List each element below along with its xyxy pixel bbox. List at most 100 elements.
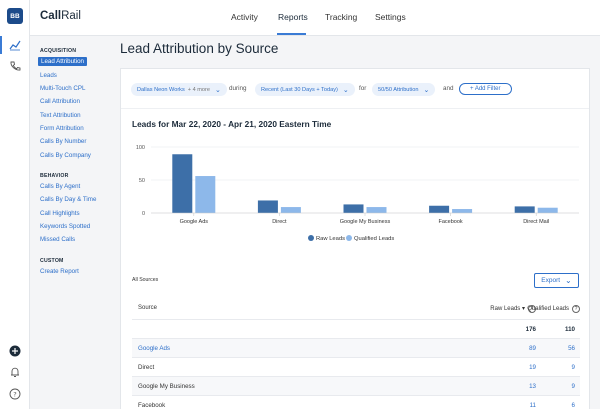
sidebar-item-create-report[interactable]: Create Report [40, 268, 79, 275]
phone-track-icon[interactable] [9, 60, 21, 72]
qualified-leads-link[interactable]: 9 [571, 383, 575, 390]
sidebar-item-multi-touch-cpl[interactable]: Multi-Touch CPL [40, 85, 86, 92]
filter-bar: Dallas Neon Works + 4 more ⌄ during Rece… [121, 69, 589, 109]
x-tick-label: Google My Business [340, 219, 391, 225]
legend-label: Raw Leads [316, 236, 345, 242]
qualified-leads-link[interactable]: 9 [571, 364, 575, 371]
sidebar-item-lead-attribution[interactable]: Lead Attribution [38, 57, 88, 66]
help-icon[interactable]: ? [572, 305, 580, 313]
export-label: Export [541, 277, 561, 284]
sidebar-item-call-highlights[interactable]: Call Highlights [40, 210, 80, 217]
chart-title: Leads for Mar 22, 2020 - Apr 21, 2020 Ea… [132, 119, 332, 129]
y-tick-label: 100 [136, 145, 145, 151]
x-tick-label: Direct Mail [523, 219, 549, 225]
source-link[interactable]: Google Ads [138, 345, 170, 352]
rail-active-indicator [0, 36, 2, 54]
nav-settings[interactable]: Settings [375, 12, 406, 22]
bar-raw-leads [514, 206, 535, 213]
sidebar-item-form-attribution[interactable]: Form Attribution [40, 125, 84, 132]
nav-tracking[interactable]: Tracking [325, 12, 358, 22]
table-row: Google My Business 13 9 [132, 376, 580, 395]
for-label: for [359, 85, 367, 92]
sidebar-item-call-attribution[interactable]: Call Attribution [40, 98, 80, 105]
table-header: Source Raw Leads ▾? Qualified Leads? [132, 305, 580, 315]
and-label: and [443, 85, 454, 92]
help-icon[interactable]: ? [9, 388, 21, 400]
bar-qualified-leads [280, 207, 301, 213]
table-row: Google Ads 89 56 [132, 338, 580, 357]
section-heading-acquisition: ACQUISITION [40, 48, 77, 54]
reports-sidebar: ACQUISITION Lead Attribution Leads Multi… [30, 36, 118, 409]
bar-qualified-leads [537, 207, 558, 213]
chart-icon[interactable] [9, 39, 21, 51]
chevron-down-icon: ⌄ [342, 86, 349, 94]
raw-leads-link[interactable]: 13 [529, 383, 536, 390]
chevron-down-icon: ⌄ [565, 276, 572, 285]
add-icon[interactable] [9, 345, 21, 357]
report-card: Dallas Neon Works + 4 more ⌄ during Rece… [120, 68, 590, 409]
total-qualified-leads: 110 [565, 326, 575, 333]
raw-leads-link[interactable]: 19 [529, 364, 536, 371]
raw-leads-link[interactable]: 89 [529, 345, 536, 352]
avatar[interactable]: BB [7, 8, 23, 24]
company-filter-dropdown[interactable]: Dallas Neon Works + 4 more ⌄ [131, 83, 227, 96]
sidebar-item-calls-by-day-time[interactable]: Calls By Day & Time [40, 196, 97, 203]
bar-raw-leads [429, 205, 450, 213]
attribution-model-label: 50/50 Attribution [378, 86, 419, 93]
y-tick-label: 0 [142, 211, 145, 217]
sidebar-item-calls-by-agent[interactable]: Calls By Agent [40, 183, 81, 190]
sidebar-item-keywords-spotted[interactable]: Keywords Spotted [40, 223, 91, 230]
help-icon[interactable]: ? [528, 305, 536, 313]
bar-raw-leads [343, 204, 364, 213]
leads-bar-chart: 100 50 0 Google Ads Direct Google My Business… [136, 145, 579, 242]
nav-activity[interactable]: Activity [231, 12, 258, 22]
company-filter-label: Dallas Neon Works [137, 86, 185, 93]
bar-raw-leads [172, 154, 193, 213]
qualified-leads-link[interactable]: 56 [568, 345, 575, 352]
qualified-leads-link[interactable]: 6 [571, 402, 575, 409]
add-filter-button[interactable]: + Add Filter [459, 83, 512, 95]
callrail-logo[interactable]: CallRail [40, 10, 81, 22]
sidebar-item-leads[interactable]: Leads [40, 72, 57, 79]
column-header-raw-leads[interactable]: Raw Leads ▾? [490, 305, 536, 313]
table-row: Facebook 11 6 [132, 395, 580, 409]
bell-icon[interactable] [9, 366, 21, 378]
x-tick-label: Google Ads [180, 219, 209, 225]
company-filter-more: + 4 more [187, 86, 211, 93]
export-button[interactable]: Export ⌄ [534, 273, 579, 288]
page-title: Lead Attribution by Source [120, 41, 279, 56]
date-range-label: Recent (Last 30 Days + Today) [261, 86, 338, 93]
source-name: Facebook [138, 402, 166, 409]
date-range-dropdown[interactable]: Recent (Last 30 Days + Today) ⌄ [255, 83, 355, 96]
total-raw-leads: 176 [525, 326, 536, 333]
during-label: during [229, 85, 247, 92]
bar-qualified-leads [452, 209, 473, 213]
chevron-down-icon: ⌄ [215, 86, 221, 94]
svg-text:?: ? [13, 390, 16, 398]
sidebar-item-missed-calls[interactable]: Missed Calls [40, 236, 76, 243]
legend-label: Qualified Leads [354, 236, 394, 242]
legend-swatch [308, 235, 314, 241]
x-tick-label: Facebook [439, 219, 463, 225]
attribution-model-dropdown[interactable]: 50/50 Attribution ⌄ [372, 83, 436, 96]
table-total-row: 176 110 [132, 319, 580, 338]
nav-active-underline [277, 33, 306, 35]
section-heading-behavior: BEHAVIOR [40, 173, 69, 179]
source-name: Direct [138, 364, 155, 371]
raw-leads-link[interactable]: 11 [529, 402, 536, 409]
bar-raw-leads [257, 200, 278, 213]
column-header-source[interactable]: Source [138, 305, 158, 311]
sidebar-item-text-attribution[interactable]: Text Attribution [40, 112, 81, 119]
sidebar-item-calls-by-company[interactable]: Calls By Company [40, 152, 91, 159]
table-scope-label: All Sources [132, 277, 159, 283]
sidebar-item-calls-by-number[interactable]: Calls By Number [40, 138, 87, 145]
bar-qualified-leads [195, 176, 216, 213]
source-name: Google My Business [138, 383, 195, 390]
top-navbar: CallRail Activity Reports Tracking Setti… [30, 0, 600, 36]
column-header-qualified-leads[interactable]: Qualified Leads? [527, 305, 580, 313]
legend-swatch [346, 235, 352, 241]
nav-reports[interactable]: Reports [278, 12, 308, 22]
chevron-down-icon: ⌄ [423, 86, 430, 94]
sort-down-icon: ▾ [521, 306, 525, 312]
table-row: Direct 19 9 [132, 357, 580, 376]
